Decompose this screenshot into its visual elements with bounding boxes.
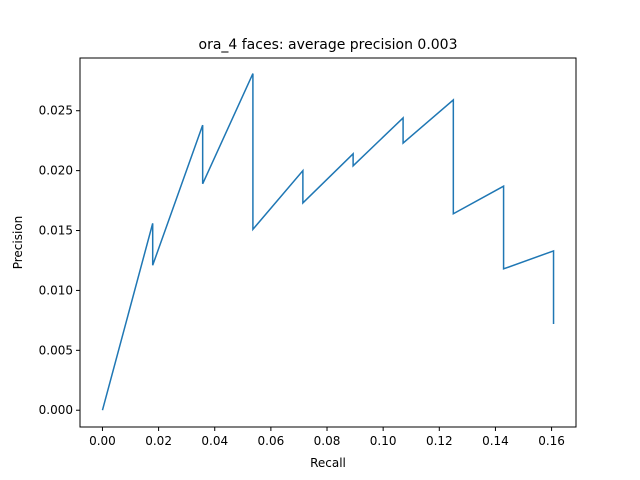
x-tick-label: 0.04: [201, 434, 228, 448]
chart-title: ora_4 faces: average precision 0.003: [199, 37, 458, 53]
x-axis-ticks: 0.00 0.02 0.04 0.06 0.08 0.10 0.12 0.14 0.16: [89, 427, 565, 448]
x-tick-label: 0.06: [258, 434, 285, 448]
precision-recall-series-line: [101, 73, 555, 411]
x-tick-label: 0.08: [314, 434, 341, 448]
x-tick-label: 0.00: [89, 434, 116, 448]
y-tick-label: 0.025: [39, 104, 73, 118]
x-tick-label: 0.12: [426, 434, 453, 448]
y-axis-ticks: 0.000 0.005 0.010 0.015 0.020 0.025: [39, 104, 80, 417]
y-tick-label: 0.000: [39, 403, 73, 417]
series-group: [101, 73, 555, 411]
y-tick-label: 0.010: [39, 283, 73, 297]
x-tick-label: 0.14: [482, 434, 509, 448]
axes-frame: [79, 57, 577, 428]
y-tick-label: 0.020: [39, 164, 73, 178]
y-tick-label: 0.015: [39, 224, 73, 238]
plot-area: 0.00 0.02 0.04 0.06 0.08 0.10 0.12 0.14 0.16 0.0…: [39, 57, 577, 448]
x-tick-label: 0.02: [145, 434, 172, 448]
y-tick-label: 0.005: [39, 343, 73, 357]
x-axis-label: Recall: [310, 456, 346, 470]
x-tick-label: 0.16: [538, 434, 565, 448]
y-axis-label: Precision: [11, 216, 25, 270]
x-tick-label: 0.10: [370, 434, 397, 448]
